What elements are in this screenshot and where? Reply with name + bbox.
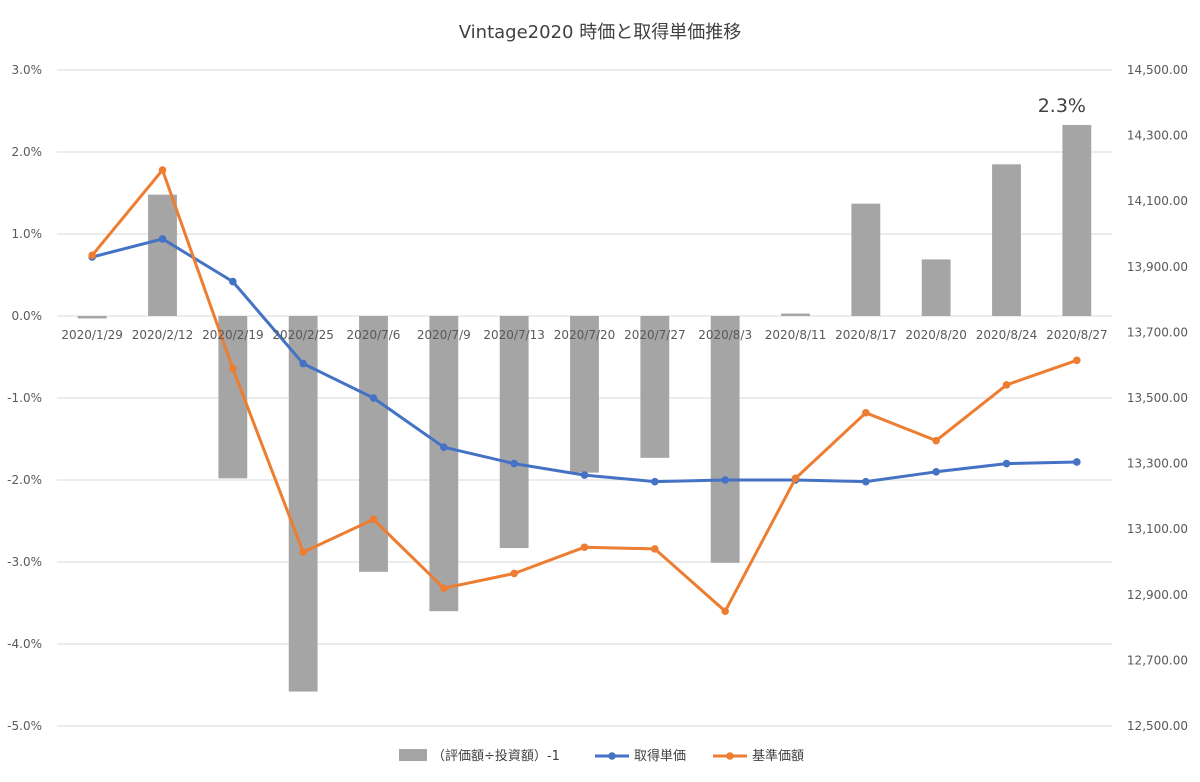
category-labels: 2020/1/29 2020/2/12 2020/2/19 2020/2/25 2020… (61, 328, 1107, 342)
category-label: 2020/8/3 (698, 328, 752, 342)
right-axis-tick-label: 13,300.00 (1127, 457, 1188, 471)
series-point (862, 477, 870, 486)
legend-swatch-marker (608, 752, 616, 760)
series-point (299, 359, 307, 368)
series-point (1002, 381, 1011, 389)
series-point (791, 474, 800, 483)
bar (781, 313, 810, 316)
series-point (510, 569, 518, 578)
bar (640, 316, 670, 458)
left-axis-tick-label: -1.0% (7, 391, 42, 405)
series-point (440, 584, 448, 593)
bar-series (77, 124, 1092, 692)
right-axis-tick-label: 13,500.00 (1127, 391, 1188, 405)
category-label: 2020/7/6 (347, 328, 401, 342)
category-label: 2020/7/9 (417, 328, 471, 342)
left-axis-tick-label: 0.0% (12, 309, 43, 323)
bar (851, 203, 881, 316)
right-axis-tick-label: 14,300.00 (1127, 129, 1188, 143)
legend-label: 取得単価 (634, 748, 686, 764)
right-axis-tick-label: 14,500.00 (1127, 63, 1188, 77)
series-point (721, 607, 729, 615)
legend-swatch-marker (726, 752, 734, 760)
category-label: 2020/2/19 (202, 328, 264, 342)
annotations: 2.3% (1038, 95, 1086, 117)
legend: （評価額÷投資額）-1 取得単価 基準価額 (399, 748, 804, 764)
series-point (88, 251, 96, 260)
category-label: 2020/2/12 (132, 328, 194, 342)
right-axis-ticks: 14,500.00 14,300.00 14,100.00 13,900.00 13,7… (1127, 63, 1188, 733)
series-point (158, 166, 167, 174)
series-point (229, 277, 237, 286)
category-label: 2020/7/27 (624, 328, 686, 342)
right-axis-tick-label: 12,500.00 (1127, 719, 1188, 733)
left-axis-tick-label: 2.0% (12, 145, 43, 159)
left-axis-tick-label: -2.0% (7, 473, 42, 487)
category-label: 2020/2/25 (272, 328, 334, 342)
left-axis-tick-label: -4.0% (7, 637, 42, 651)
bar (288, 316, 318, 692)
series-point (862, 408, 870, 417)
right-axis-tick-label: 13,700.00 (1127, 325, 1188, 339)
data-label: 2.3% (1038, 95, 1086, 117)
bar (710, 316, 740, 563)
line-series (88, 166, 1081, 615)
series-point (932, 436, 940, 445)
legend-label: （評価額÷投資額）-1 (432, 748, 560, 764)
series-point (510, 459, 518, 468)
series-point (229, 364, 237, 373)
bar (499, 316, 529, 549)
right-axis-tick-label: 14,100.00 (1127, 194, 1188, 208)
category-label: 2020/8/24 (976, 328, 1038, 342)
right-axis-tick-label: 12,900.00 (1127, 588, 1188, 602)
chart-title: Vintage2020 時価と取得単価推移 (459, 22, 741, 43)
bar (1062, 124, 1092, 316)
category-label: 2020/7/20 (554, 328, 616, 342)
bar (921, 259, 951, 316)
category-label: 2020/7/13 (483, 328, 545, 342)
legend-swatch-bar (399, 749, 427, 761)
series-point (580, 471, 589, 479)
bar (570, 316, 599, 473)
left-axis-tick-label: -5.0% (7, 719, 42, 733)
series-point (721, 476, 729, 484)
category-label: 2020/1/29 (61, 328, 123, 342)
series-point (299, 548, 307, 556)
series-point (369, 394, 378, 402)
series-point (651, 545, 659, 553)
bar (429, 316, 459, 612)
series-point (369, 515, 378, 524)
right-axis-tick-label: 13,100.00 (1127, 522, 1188, 536)
series-point (158, 235, 167, 243)
category-label: 2020/8/20 (905, 328, 967, 342)
category-label: 2020/8/27 (1046, 328, 1108, 342)
series-point (580, 543, 589, 552)
category-label: 2020/8/11 (765, 328, 827, 342)
category-label: 2020/8/17 (835, 328, 897, 342)
series-point (932, 468, 940, 476)
series-point (440, 443, 448, 452)
left-axis-ticks: 3.0% 2.0% 1.0% 0.0% -1.0% -2.0% -3.0% -4.0% -5.0… (7, 63, 42, 733)
right-axis-tick-label: 13,900.00 (1127, 260, 1188, 274)
series-point (1002, 459, 1011, 468)
bar (148, 194, 177, 316)
series-point (651, 477, 659, 486)
series-point (1073, 458, 1081, 466)
bar (359, 316, 388, 572)
right-axis-tick-label: 12,700.00 (1127, 653, 1188, 667)
bar (77, 316, 107, 319)
left-axis-tick-label: 3.0% (12, 63, 43, 77)
series-point (1073, 356, 1081, 365)
left-axis-tick-label: -3.0% (7, 555, 42, 569)
left-axis-tick-label: 1.0% (12, 227, 43, 241)
bar (992, 164, 1021, 316)
legend-label: 基準価額 (752, 748, 804, 764)
